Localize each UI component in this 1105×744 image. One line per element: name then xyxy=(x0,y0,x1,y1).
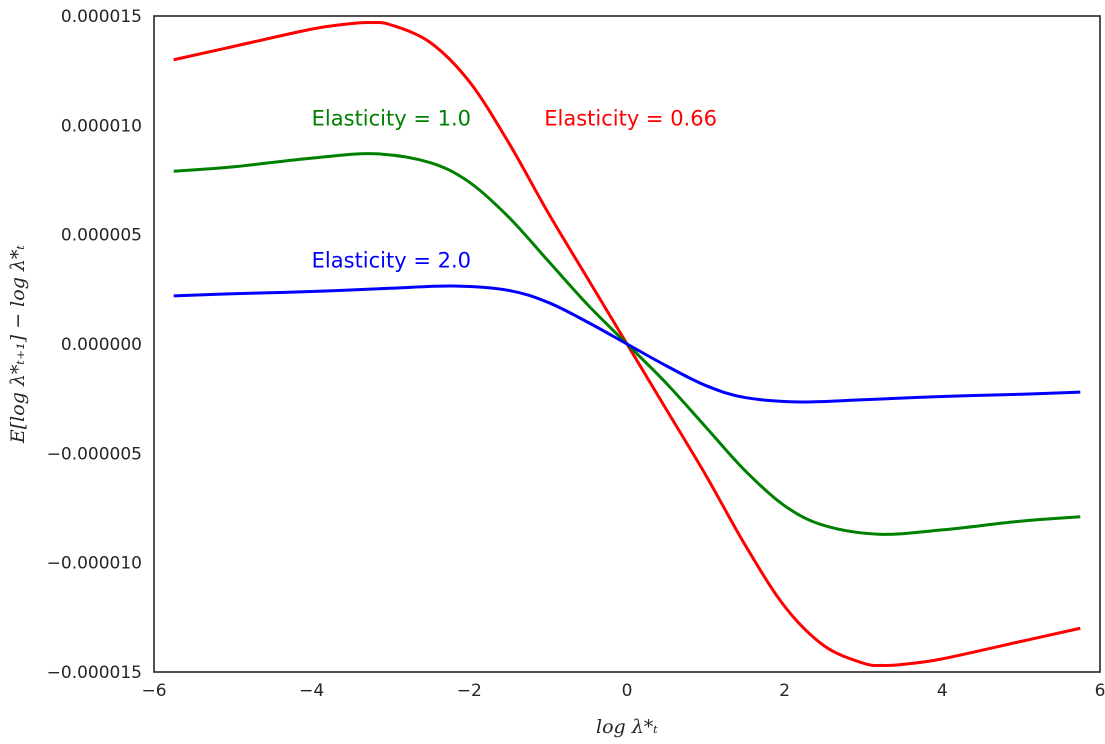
series-annotation: Elasticity = 2.0 xyxy=(312,248,471,272)
x-axis-label: log λ*ₜ xyxy=(596,716,658,738)
series-layer xyxy=(173,20,1081,668)
x-tick-label: −4 xyxy=(299,681,324,701)
y-tick-label: −0.000015 xyxy=(47,663,142,683)
y-tick-label: 0.000010 xyxy=(61,116,142,136)
y-tick-labels: 0.000015 0.000010 0.000005 0.000000 −0.00000… xyxy=(47,7,142,683)
x-tick-label: 0 xyxy=(622,681,633,701)
y-tick-label: 0.000000 xyxy=(61,335,142,355)
y-tick-label: 0.000005 xyxy=(61,226,142,246)
y-tick-label: −0.000010 xyxy=(47,554,142,574)
annotations: Elasticity = 0.66 Elasticity = 1.0 Elastic… xyxy=(312,106,717,272)
x-tick-label: −2 xyxy=(457,681,482,701)
y-tick-label: 0.000015 xyxy=(61,7,142,27)
x-tick-labels: −6 −4 −2 0 2 4 6 xyxy=(141,681,1105,701)
series-line-3 xyxy=(173,284,1081,404)
x-tick-label: −6 xyxy=(141,681,166,701)
x-tick-label: 4 xyxy=(937,681,948,701)
y-tick-label: −0.000005 xyxy=(47,444,142,464)
series-annotation: Elasticity = 0.66 xyxy=(544,106,717,130)
series-annotation: Elasticity = 1.0 xyxy=(312,106,471,130)
x-tick-label: 2 xyxy=(779,681,790,701)
y-axis-label: E[log λ*ₜ₊₁] − log λ*ₜ xyxy=(7,245,29,445)
x-tick-label: 6 xyxy=(1095,681,1105,701)
